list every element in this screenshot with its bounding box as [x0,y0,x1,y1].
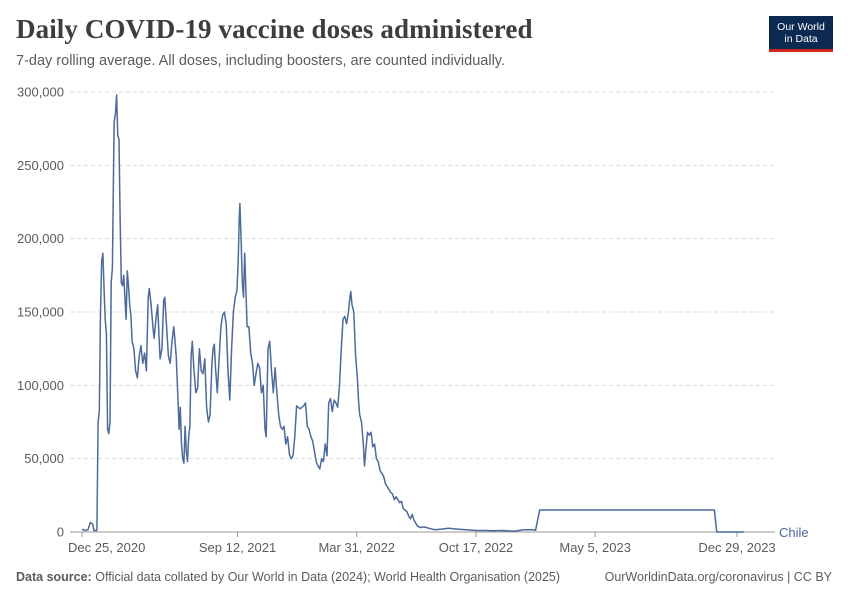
x-tick-label: Dec 29, 2023 [698,540,775,555]
footer-source: Data source: Official data collated by O… [16,570,560,584]
y-tick-label: 150,000 [17,305,64,320]
chart-title: Daily COVID-19 vaccine doses administere… [16,14,533,44]
y-tick-label: 0 [57,525,64,540]
y-tick-label: 200,000 [17,231,64,246]
line-chart: 0 50,000 100,000 150,000 200,000 250,000 300,0… [17,85,809,556]
logo-line-2: in Data [784,33,818,45]
x-tick-label: May 5, 2023 [559,540,631,555]
source-text: Official data collated by Our World in D… [95,570,561,584]
y-tick-label: 250,000 [17,158,64,173]
series-label: Chile [779,525,809,540]
x-tick-label: Mar 31, 2022 [318,540,395,555]
chart-subtitle: 7-day rolling average. All doses, includ… [16,53,505,69]
logo-line-1: Our World [777,21,825,33]
x-tick-label: Dec 25, 2020 [68,540,145,555]
source-label: Data source: [16,570,92,584]
y-tick-label: 100,000 [17,378,64,393]
x-tick-label: Sep 12, 2021 [199,540,276,555]
x-tick-label: Oct 17, 2022 [439,540,513,555]
y-tick-label: 300,000 [17,85,64,100]
y-tick-label: 50,000 [24,451,64,466]
footer-link[interactable]: OurWorldinData.org/coronavirus | CC BY [604,570,832,584]
owid-logo[interactable]: Our World in Data [769,16,833,52]
series-line [81,94,745,533]
